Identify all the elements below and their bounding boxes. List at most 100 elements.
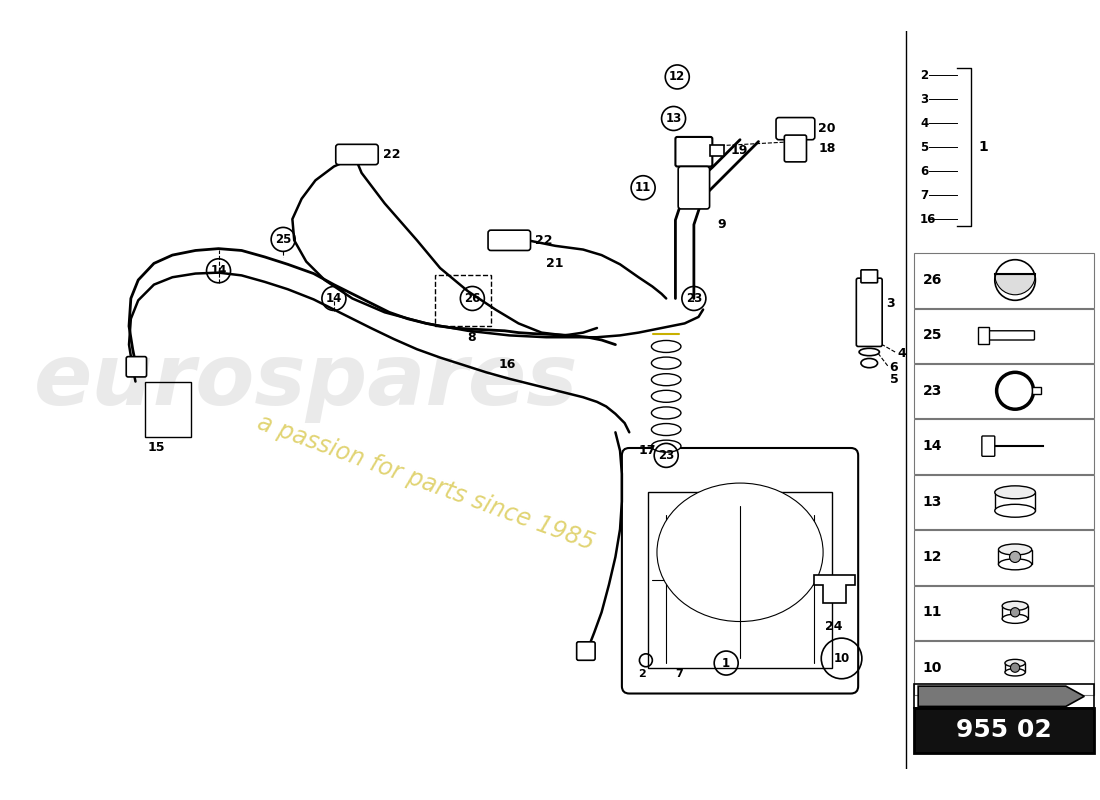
Bar: [1032, 387, 1041, 394]
Text: 16: 16: [498, 358, 516, 371]
Text: 12: 12: [923, 550, 943, 564]
Bar: [999, 550, 1032, 564]
Ellipse shape: [651, 374, 681, 386]
Text: 5: 5: [890, 373, 899, 386]
Bar: [914, 708, 1093, 753]
Ellipse shape: [651, 341, 681, 353]
Text: 6: 6: [890, 361, 899, 374]
Ellipse shape: [651, 357, 681, 369]
Text: 19: 19: [730, 144, 748, 158]
Circle shape: [1011, 608, 1020, 617]
Text: 4: 4: [896, 347, 905, 360]
Bar: [914, 586, 1093, 640]
Text: 14: 14: [326, 292, 342, 305]
Text: 21: 21: [547, 257, 563, 270]
Bar: [914, 684, 1093, 708]
Text: 8: 8: [468, 330, 476, 344]
FancyBboxPatch shape: [982, 330, 1034, 340]
Text: 2: 2: [920, 69, 928, 82]
Text: 5: 5: [920, 141, 928, 154]
Text: 3: 3: [886, 297, 894, 310]
Ellipse shape: [651, 407, 681, 419]
Text: a passion for parts since 1985: a passion for parts since 1985: [254, 410, 598, 555]
Bar: [994, 492, 1035, 510]
Bar: [978, 327, 989, 344]
Bar: [1005, 663, 1025, 672]
Bar: [648, 492, 833, 668]
Text: 7: 7: [675, 669, 683, 679]
Bar: [436, 275, 491, 326]
Bar: [914, 419, 1093, 474]
Ellipse shape: [861, 358, 878, 368]
Text: 22: 22: [535, 234, 552, 247]
Ellipse shape: [657, 483, 823, 622]
Text: 26: 26: [464, 292, 481, 305]
FancyBboxPatch shape: [856, 278, 882, 346]
Text: 11: 11: [635, 182, 651, 194]
Bar: [914, 474, 1093, 530]
Bar: [711, 146, 724, 156]
Bar: [914, 254, 1093, 308]
Polygon shape: [814, 575, 856, 603]
Bar: [914, 364, 1093, 418]
Text: 18: 18: [818, 142, 836, 155]
Text: 13: 13: [923, 494, 943, 509]
Bar: [1002, 606, 1028, 618]
Text: 1: 1: [722, 657, 730, 670]
Ellipse shape: [994, 504, 1035, 518]
FancyBboxPatch shape: [675, 137, 713, 166]
Bar: [145, 382, 190, 437]
Text: 955 02: 955 02: [956, 718, 1052, 742]
Circle shape: [1011, 663, 1020, 672]
Ellipse shape: [651, 390, 681, 402]
Text: 11: 11: [923, 606, 943, 619]
Text: 14: 14: [923, 439, 943, 453]
FancyBboxPatch shape: [982, 436, 994, 456]
Bar: [914, 530, 1093, 585]
FancyBboxPatch shape: [784, 135, 806, 162]
Text: 16: 16: [920, 213, 936, 226]
Ellipse shape: [1005, 659, 1025, 666]
Ellipse shape: [1002, 614, 1028, 623]
Ellipse shape: [999, 558, 1032, 570]
Text: 26: 26: [923, 273, 943, 287]
Polygon shape: [918, 686, 1085, 706]
Ellipse shape: [859, 348, 879, 356]
Text: 6: 6: [920, 165, 928, 178]
Text: 25: 25: [275, 233, 292, 246]
Ellipse shape: [651, 440, 681, 452]
Text: 2: 2: [638, 669, 647, 679]
FancyBboxPatch shape: [621, 448, 858, 694]
Text: 9: 9: [717, 218, 726, 231]
Ellipse shape: [994, 486, 1035, 498]
FancyBboxPatch shape: [336, 144, 378, 165]
Text: 17: 17: [638, 444, 656, 458]
Text: 14: 14: [210, 264, 227, 278]
FancyBboxPatch shape: [861, 270, 878, 282]
Text: 24: 24: [825, 620, 843, 633]
Ellipse shape: [999, 544, 1032, 555]
Text: 25: 25: [923, 328, 943, 342]
Text: 23: 23: [658, 449, 674, 462]
Text: 1: 1: [978, 140, 988, 154]
Ellipse shape: [1002, 602, 1028, 610]
Text: 4: 4: [920, 117, 928, 130]
Text: 22: 22: [383, 148, 400, 161]
Text: 20: 20: [818, 122, 836, 135]
Text: 15: 15: [147, 442, 165, 454]
Text: 23: 23: [685, 292, 702, 305]
Circle shape: [1010, 551, 1021, 562]
Text: 23: 23: [923, 384, 943, 398]
Text: 7: 7: [920, 189, 928, 202]
Text: 10: 10: [834, 652, 849, 665]
Ellipse shape: [651, 423, 681, 435]
FancyBboxPatch shape: [126, 357, 146, 377]
FancyBboxPatch shape: [679, 166, 710, 209]
Text: eurospares: eurospares: [34, 340, 579, 423]
FancyBboxPatch shape: [576, 642, 595, 660]
Text: 3: 3: [920, 93, 928, 106]
Wedge shape: [994, 274, 1035, 294]
Ellipse shape: [1005, 669, 1025, 676]
FancyBboxPatch shape: [776, 118, 815, 140]
FancyBboxPatch shape: [488, 230, 530, 250]
